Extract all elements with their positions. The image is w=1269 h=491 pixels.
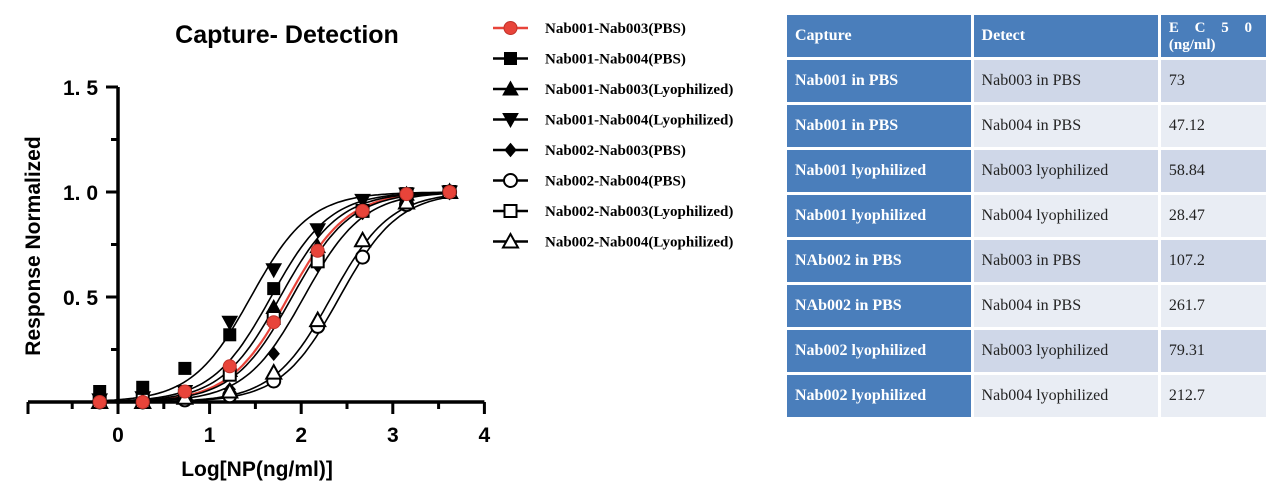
chart-title: Capture- Detection [175,21,399,49]
fit-curve [99,191,448,402]
legend-marker [502,113,519,129]
data-point [264,363,283,380]
y-axis-label: Response Normalized [22,136,45,355]
cell-ec50: 58.84 [1160,150,1266,192]
legend-label: Nab001-Nab004(Lyophilized) [545,113,733,129]
x-axis-label: Log[NP(ng/ml)] [181,458,333,481]
data-point [397,192,416,210]
cell-detect: Nab004 in PBS [973,105,1158,147]
cell-ec50: 47.12 [1160,105,1266,147]
table-row: Nab002 lyophilized Nab003 lyophilized 79.3… [787,330,1266,372]
data-point [135,395,150,409]
legend-marker [503,21,518,35]
data-point [354,193,371,209]
legend-marker [501,231,520,249]
cell-capture: Nab001 lyophilized [787,150,971,192]
data-point [178,361,192,375]
legend-label: Nab001-Nab003(PBS) [545,21,686,37]
legend-marker [504,142,517,158]
header-ec50-label: E C 5 0 [1168,19,1258,36]
cell-capture: Nab002 lyophilized [787,330,971,372]
cell-capture: Nab001 lyophilized [787,195,971,237]
data-point [353,230,372,248]
legend-label: Nab002-Nab003(Lyophilized) [545,204,733,220]
cell-ec50: 28.47 [1160,195,1266,237]
legend-marker [503,173,518,188]
table-row: Nab001 lyophilized Nab003 lyophilized 58.8… [787,150,1266,192]
cell-capture: Nab001 in PBS [787,105,971,147]
data-point [308,310,327,328]
table-row: Nab001 in PBS Nab004 in PBS 47.12 [787,105,1266,147]
cell-detect: Nab003 lyophilized [973,150,1158,192]
cell-capture: NAb002 in PBS [787,285,971,327]
legend-marker [503,204,518,218]
data-point [267,282,281,296]
legend-label: Nab001-Nab004(PBS) [545,52,686,68]
data-point [92,395,107,409]
x-tick-label: 4 [479,424,491,447]
data-point [310,243,325,258]
table-header-row: Capture Detect E C 5 0 (ng/ml) [787,15,1266,57]
cell-ec50: 107.2 [1160,240,1266,282]
cell-detect: Nab004 lyophilized [973,195,1158,237]
table-row: Nab002 lyophilized Nab004 lyophilized 212.… [787,375,1266,417]
cell-capture: NAb002 in PBS [787,240,971,282]
data-point [309,223,327,239]
table-row: Nab001 in PBS Nab003 in PBS 73 [787,60,1266,102]
cell-capture: Nab002 lyophilized [787,375,971,417]
cell-ec50: 73 [1160,60,1266,102]
legend-label: Nab002-Nab004(Lyophilized) [545,235,733,251]
legend-label: Nab002-Nab004(PBS) [545,174,686,190]
legend-label: Nab001-Nab003(Lyophilized) [545,82,733,98]
header-ec50: E C 5 0 (ng/ml) [1160,15,1266,57]
table-row: Nab001 lyophilized Nab004 lyophilized 28.4… [787,195,1266,237]
data-point [266,315,281,330]
table-row: NAb002 in PBS Nab003 in PBS 107.2 [787,240,1266,282]
data-point [355,249,371,265]
data-point [355,203,370,218]
cell-detect: Nab003 in PBS [973,240,1158,282]
cell-detect: Nab004 in PBS [973,285,1158,327]
data-point [442,185,457,199]
dose-response-chart: Capture- Detection 0 1 2 3 4 0. 5 1. 0 1. 5 Log… [22,21,733,481]
legend-marker [504,52,517,65]
cell-detect: Nab003 in PBS [973,60,1158,102]
legend-marker [502,80,519,96]
cell-capture: Nab001 in PBS [787,60,971,102]
x-tick-label: 0 [112,424,124,447]
chart-legend: Nab001-Nab003(PBS) Nab001-Nab004(PBS) Nab0… [493,21,733,251]
x-tick-label: 2 [295,424,307,447]
legend-label: Nab002-Nab003(PBS) [545,143,686,159]
x-tick-label: 3 [387,424,399,447]
table-row: NAb002 in PBS Nab004 in PBS 261.7 [787,285,1266,327]
header-capture: Capture [787,15,971,57]
cell-detect: Nab004 lyophilized [973,375,1158,417]
data-point [222,359,237,374]
x-tick-label: 1 [204,424,216,447]
cell-detect: Nab003 lyophilized [973,330,1158,372]
chart-axes: 0 1 2 3 4 0. 5 1. 0 1. 5 [26,77,491,447]
cell-ec50: 261.7 [1160,285,1266,327]
cell-ec50: 79.31 [1160,330,1266,372]
cell-ec50: 212.7 [1160,375,1266,417]
data-point [399,187,414,202]
y-tick-label: 1. 5 [63,77,98,100]
y-tick-label: 0. 5 [63,287,98,310]
header-detect: Detect [973,15,1158,57]
data-points [90,182,459,410]
ec50-table: Capture Detect E C 5 0 (ng/ml) Nab001 in… [784,12,1269,420]
data-point [267,346,280,361]
data-point [265,263,283,279]
data-point [221,315,239,331]
data-point [220,381,239,399]
y-tick-label: 1. 0 [63,182,98,205]
header-ec50-unit: (ng/ml) [1168,36,1216,53]
data-point [177,384,192,399]
